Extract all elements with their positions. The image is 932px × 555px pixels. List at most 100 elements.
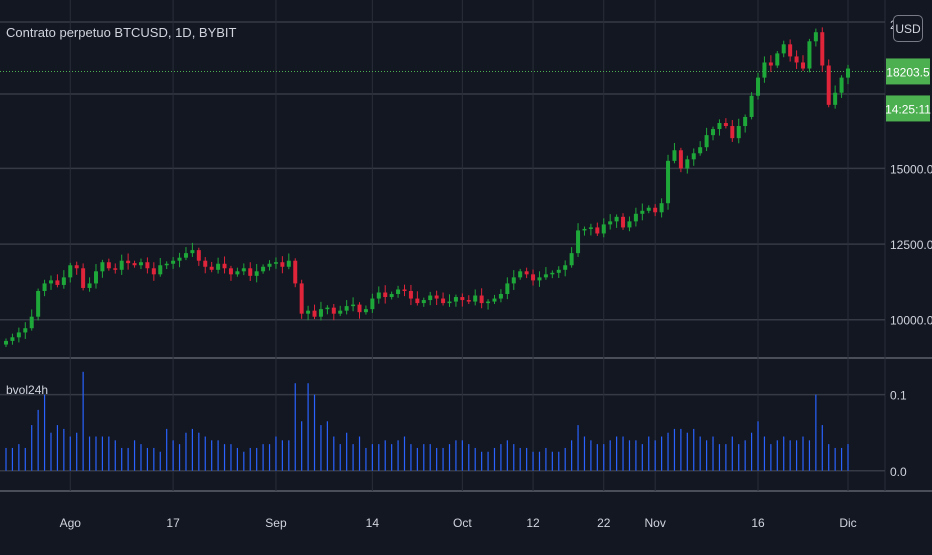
candle-body [383,292,388,298]
candle-body [479,295,484,304]
candle-body [338,310,343,314]
candle-body [164,263,169,266]
candle-body [196,250,201,261]
time-tick-label: Ago [60,516,82,530]
candle-body [730,126,735,139]
candle-body [87,283,92,288]
candle-body [145,262,150,269]
candle-body [389,294,394,298]
candle-body [363,309,368,313]
time-tick-label: Dic [839,516,856,530]
candle-body [396,289,401,295]
candle-body [100,262,105,272]
candle-body [222,263,227,269]
volume-layer [5,371,849,471]
candle-body [846,68,850,78]
candle-body [306,310,311,314]
candle-body [537,277,542,281]
candle-body [126,260,131,264]
candle-body [16,332,21,338]
time-tick-label: 14 [366,516,380,530]
candle-body [209,266,214,270]
candle-body [621,216,626,228]
candle-body [408,290,413,299]
candle-body [576,230,581,254]
candle-body [113,268,118,270]
candle-body [582,228,587,231]
candle-body [749,95,754,117]
candle-body [235,271,240,275]
candle-body [190,250,195,254]
candle-body [241,268,246,272]
time-tick-label: Oct [453,516,472,530]
candle-body [743,116,748,127]
candle-body [685,159,690,169]
candle-body [216,263,221,270]
indicator-label: bvol24h [6,383,49,397]
time-tick-label: 12 [526,516,540,530]
candle-body [29,316,34,329]
candle-body [678,150,683,169]
candle-body [254,271,259,276]
candle-body [171,260,176,264]
candle-body [434,295,439,299]
candle-body [447,301,452,304]
candle-body [498,294,503,299]
price-tick-label: 15000.0 [890,162,932,176]
candle-body [4,340,8,345]
candle-body [318,309,323,317]
candle-body [781,44,786,54]
candle-body [768,62,773,66]
candle-body [518,271,523,278]
candle-body [666,160,671,204]
candle-body [81,268,86,288]
candle-body [813,32,818,42]
candle-body [228,268,233,275]
candle-body [691,153,696,160]
candle-body [723,123,728,127]
candle-body [473,295,478,302]
candle-body [441,298,446,304]
candle-body [550,272,555,275]
candle-body [486,301,491,304]
candle-body [614,216,619,222]
candle-body [794,56,799,63]
candle-body [183,253,188,258]
candle-body [460,297,465,301]
candle-body [138,262,143,266]
candle-body [556,269,561,273]
price-tick-label: 10000.0 [890,314,932,328]
candle-body [524,271,529,275]
candle-body [248,268,253,276]
candle-body [273,262,278,264]
axis-layer: 10000.012500.015000.020.00.1Ago17Sep14Oc… [60,18,932,530]
currency-button[interactable]: USD [893,15,923,42]
candle-body [280,262,285,267]
chart-title: Contrato perpetuo BTCUSD, 1D, BYBIT [6,25,237,40]
candle-body [646,207,651,211]
candle-body [23,328,28,333]
candle-body [608,221,613,225]
candles-layer [4,27,850,347]
price-tick-label: 12500.0 [890,238,932,252]
volume-tick-label: 0.0 [890,465,907,479]
time-tick-label: Sep [265,516,287,530]
candle-body [74,265,79,269]
grid-layer [0,0,932,492]
candle-body [543,274,548,278]
candle-body [286,260,291,267]
candle-body [293,260,298,284]
candle-body [711,129,716,136]
candle-body [775,53,780,66]
candle-body [640,210,645,214]
time-tick-label: 16 [751,516,765,530]
time-tick-label: 22 [597,516,611,530]
candle-body [119,260,124,270]
candle-body [61,277,66,285]
candle-body [653,207,658,213]
candle-body [839,77,844,93]
candle-body [505,283,510,295]
time-tick-label: Nov [645,516,666,530]
